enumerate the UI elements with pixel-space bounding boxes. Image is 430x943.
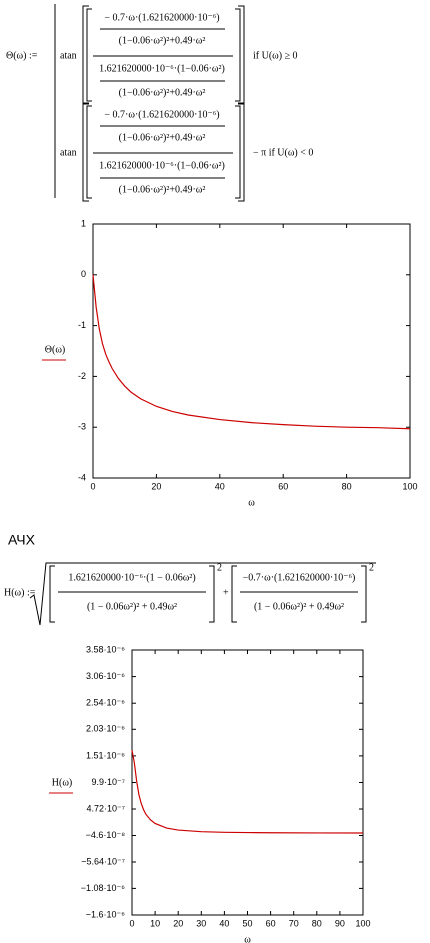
y-tick-label: 9.9·10⁻⁷: [91, 777, 125, 787]
y-tick-label: 1: [81, 218, 86, 228]
x-tick-label: 80: [342, 481, 352, 491]
x-axis-label: ω: [244, 934, 251, 943]
denominator: (1−0.06·ω²)²+0.49·ω²: [119, 184, 206, 195]
section-heading: АЧХ: [8, 532, 36, 548]
y-tick-label: 1.51·10⁻⁶: [86, 750, 125, 760]
data-line: [92, 274, 411, 430]
plot-frame: [131, 649, 364, 916]
x-tick-label: 80: [312, 918, 322, 928]
operator: +: [223, 587, 229, 598]
condition: − π if U(ω) < 0: [253, 147, 313, 158]
y-tick-label: 3.06·10⁻⁶: [86, 671, 125, 681]
y-axis-label: H(ω): [52, 777, 72, 788]
exponent: 2: [369, 562, 374, 573]
numerator: − 0.7·ω·(1.621620000·10⁻⁶): [104, 12, 219, 23]
x-tick-label: 0: [129, 918, 134, 928]
bracket: [235, 102, 245, 202]
x-tick-label: 90: [335, 918, 345, 928]
y-tick-label: 3.58·10⁻⁶: [86, 644, 125, 654]
x-tick-label: 30: [196, 918, 206, 928]
y-tick-label: 2.03·10⁻⁶: [86, 724, 125, 734]
y-tick-label: -1: [78, 320, 86, 330]
bracket: [209, 565, 215, 623]
numerator: 1.621620000·10⁻⁶·(1−0.06·ω²): [99, 160, 225, 171]
x-tick-label: 40: [219, 918, 229, 928]
function-name: atan: [60, 147, 77, 158]
x-axis-label: ω: [248, 497, 255, 508]
bracket: [361, 565, 367, 623]
x-tick-label: 20: [173, 918, 183, 928]
x-tick-label: 100: [402, 481, 417, 491]
denominator: (1 − 0.06ω²)² + 0.49ω²: [254, 601, 344, 612]
denominator: (1 − 0.06ω²)² + 0.49ω²: [87, 601, 177, 612]
exponent: 2: [217, 562, 222, 573]
y-tick-label: 4.72·10⁻⁷: [86, 803, 125, 813]
x-tick-label: 60: [278, 481, 288, 491]
numerator: 1.621620000·10⁻⁶·(1−0.06·ω²): [99, 63, 225, 74]
y-tick-label: -4: [78, 472, 86, 482]
numerator: − 0.7·ω·(1.621620000·10⁻⁶): [104, 109, 219, 120]
y-tick-label: −4.6·10⁻⁸: [86, 830, 126, 840]
condition: if U(ω) ≥ 0: [253, 50, 298, 61]
y-tick-label: −1.08·10⁻⁶: [81, 883, 126, 893]
y-tick-label: 2.54·10⁻⁶: [86, 698, 125, 708]
x-tick-label: 20: [151, 481, 161, 491]
bracket: [49, 565, 55, 623]
x-tick-label: 100: [355, 918, 370, 928]
x-tick-label: 40: [215, 481, 225, 491]
numerator: −0.7·ω·(1.621620000·10⁻⁶): [243, 572, 356, 583]
bracket: [231, 565, 237, 623]
bracket: [82, 5, 92, 105]
y-tick-label: 0: [81, 269, 86, 279]
y-tick-label: −1.6·10⁻⁶: [86, 909, 126, 919]
data-line: [131, 750, 364, 834]
formula-lhs: Θ(ω) :=: [6, 50, 38, 61]
denominator: (1−0.06·ω²)²+0.49·ω²: [119, 132, 206, 143]
bracket: [82, 102, 92, 202]
denominator: (1−0.06·ω²)²+0.49·ω²: [119, 35, 206, 46]
plot-frame: [92, 223, 411, 479]
sqrt-sign: [29, 562, 376, 626]
function-name: atan: [60, 50, 77, 61]
x-tick-label: 60: [266, 918, 276, 928]
x-tick-label: 0: [90, 481, 95, 491]
y-axis-label: Θ(ω): [45, 344, 65, 355]
y-tick-label: -2: [78, 371, 86, 381]
x-tick-label: 70: [289, 918, 299, 928]
y-tick-label: −5.64·10⁻⁷: [81, 856, 125, 866]
x-tick-label: 10: [150, 918, 160, 928]
y-tick-label: -3: [78, 422, 86, 432]
formula-lhs: H(ω) :=: [4, 587, 36, 598]
denominator: (1−0.06·ω²)²+0.49·ω²: [119, 87, 206, 98]
numerator: 1.621620000·10⁻⁶·(1 − 0.06ω²): [68, 572, 195, 583]
bracket: [235, 5, 245, 105]
x-tick-label: 50: [242, 918, 252, 928]
